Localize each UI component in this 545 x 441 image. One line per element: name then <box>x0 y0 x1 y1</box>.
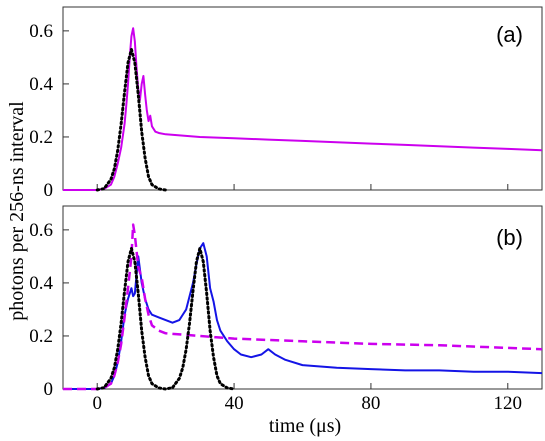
y-tick-label: 0.4 <box>29 74 53 95</box>
panel-a-frame <box>62 6 543 191</box>
x-axis-label: time (μs) <box>269 415 341 437</box>
y-tick-label: 0.2 <box>29 127 53 148</box>
y-tick-label: 0.4 <box>29 273 53 294</box>
panel-b-label: (b) <box>496 225 523 250</box>
y-tick-label: 0.2 <box>29 326 53 347</box>
x-tick-label: 40 <box>225 393 244 414</box>
y-tick-label: 0 <box>44 379 54 400</box>
series-line-a-2 <box>95 47 168 192</box>
panel-b: (b) 0 0.2 0.4 0.6 0 40 80 120 <box>29 205 543 414</box>
y-tick-label: 0.6 <box>29 220 53 241</box>
y-axis-label: photons per 256-ns interval <box>6 101 28 321</box>
series-line-b-3 <box>95 246 236 391</box>
panel-a-marks: 0 0.2 0.4 0.6 <box>29 21 543 201</box>
y-tick-label: 0.6 <box>29 21 53 42</box>
series-line-a-1 <box>63 27 543 191</box>
panel-b-frame <box>62 205 543 390</box>
x-tick-label: 0 <box>92 393 102 414</box>
series-line-b-2 <box>63 223 543 391</box>
x-tick-label: 80 <box>361 393 380 414</box>
y-tick-label: 0 <box>44 180 54 201</box>
x-tick-label: 120 <box>494 393 523 414</box>
panel-a: (a) 0 0.2 0.4 0.6 <box>29 6 543 201</box>
panel-b-marks: 0 0.2 0.4 0.6 0 40 80 120 <box>29 220 543 414</box>
panel-a-label: (a) <box>496 22 523 47</box>
